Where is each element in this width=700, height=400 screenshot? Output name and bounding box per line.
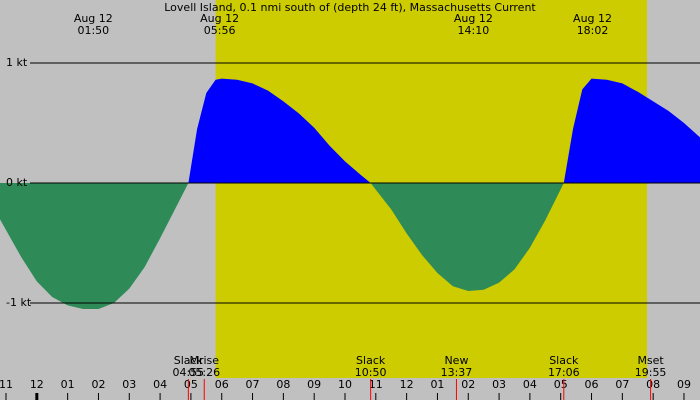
x-tick-label: 05 <box>184 378 198 391</box>
x-tick-label: 06 <box>585 378 599 391</box>
x-tick-label: 04 <box>523 378 537 391</box>
x-tick-label: 09 <box>677 378 691 391</box>
event-name: New <box>444 354 468 367</box>
peak-date: Aug 12 <box>200 12 239 25</box>
x-tick-label: 08 <box>276 378 290 391</box>
x-tick-label: 03 <box>492 378 506 391</box>
y-tick-label: 0 kt <box>6 176 28 189</box>
peak-time: 01:50 <box>77 24 109 37</box>
x-tick-label: 12 <box>30 378 44 391</box>
y-tick-label: -1 kt <box>6 296 32 309</box>
flood-area <box>0 78 700 183</box>
x-tick-label: 06 <box>215 378 229 391</box>
peak-time: 18:02 <box>577 24 609 37</box>
peak-date: Aug 12 <box>454 12 493 25</box>
event-time: 04:55 <box>172 366 204 379</box>
event-time: 19:55 <box>635 366 667 379</box>
x-tick-label: 12 <box>400 378 414 391</box>
x-tick-label: 10 <box>338 378 352 391</box>
event-time: 10:50 <box>355 366 387 379</box>
x-tick-label: 02 <box>91 378 105 391</box>
x-tick-label: 08 <box>646 378 660 391</box>
peak-time: 14:10 <box>458 24 490 37</box>
peak-time: 05:56 <box>204 24 236 37</box>
x-tick-label: 01 <box>430 378 444 391</box>
x-tick-label: 04 <box>153 378 167 391</box>
peak-date: Aug 12 <box>74 12 113 25</box>
event-name: Slack <box>356 354 386 367</box>
event-name: Slack <box>549 354 579 367</box>
x-tick-label: 11 <box>0 378 13 391</box>
event-time: 13:37 <box>441 366 473 379</box>
ebb-area <box>0 183 700 309</box>
x-tick-label: 02 <box>461 378 475 391</box>
event-time: 17:06 <box>548 366 580 379</box>
x-tick-label: 01 <box>61 378 75 391</box>
chart-title: Lovell Island, 0.1 nmi south of (depth 2… <box>164 1 536 14</box>
x-tick-label: 11 <box>369 378 383 391</box>
x-tick-label: 03 <box>122 378 136 391</box>
x-tick-label: 09 <box>307 378 321 391</box>
event-time: 05:26 <box>188 366 220 379</box>
peak-date: Aug 12 <box>573 12 612 25</box>
event-name: Mset <box>637 354 664 367</box>
x-tick-label: 07 <box>615 378 629 391</box>
event-name: Slack <box>174 354 204 367</box>
x-tick-label: 05 <box>554 378 568 391</box>
event-name: Mrise <box>189 354 219 367</box>
y-tick-label: 1 kt <box>6 56 28 69</box>
x-tick-label: 07 <box>246 378 260 391</box>
